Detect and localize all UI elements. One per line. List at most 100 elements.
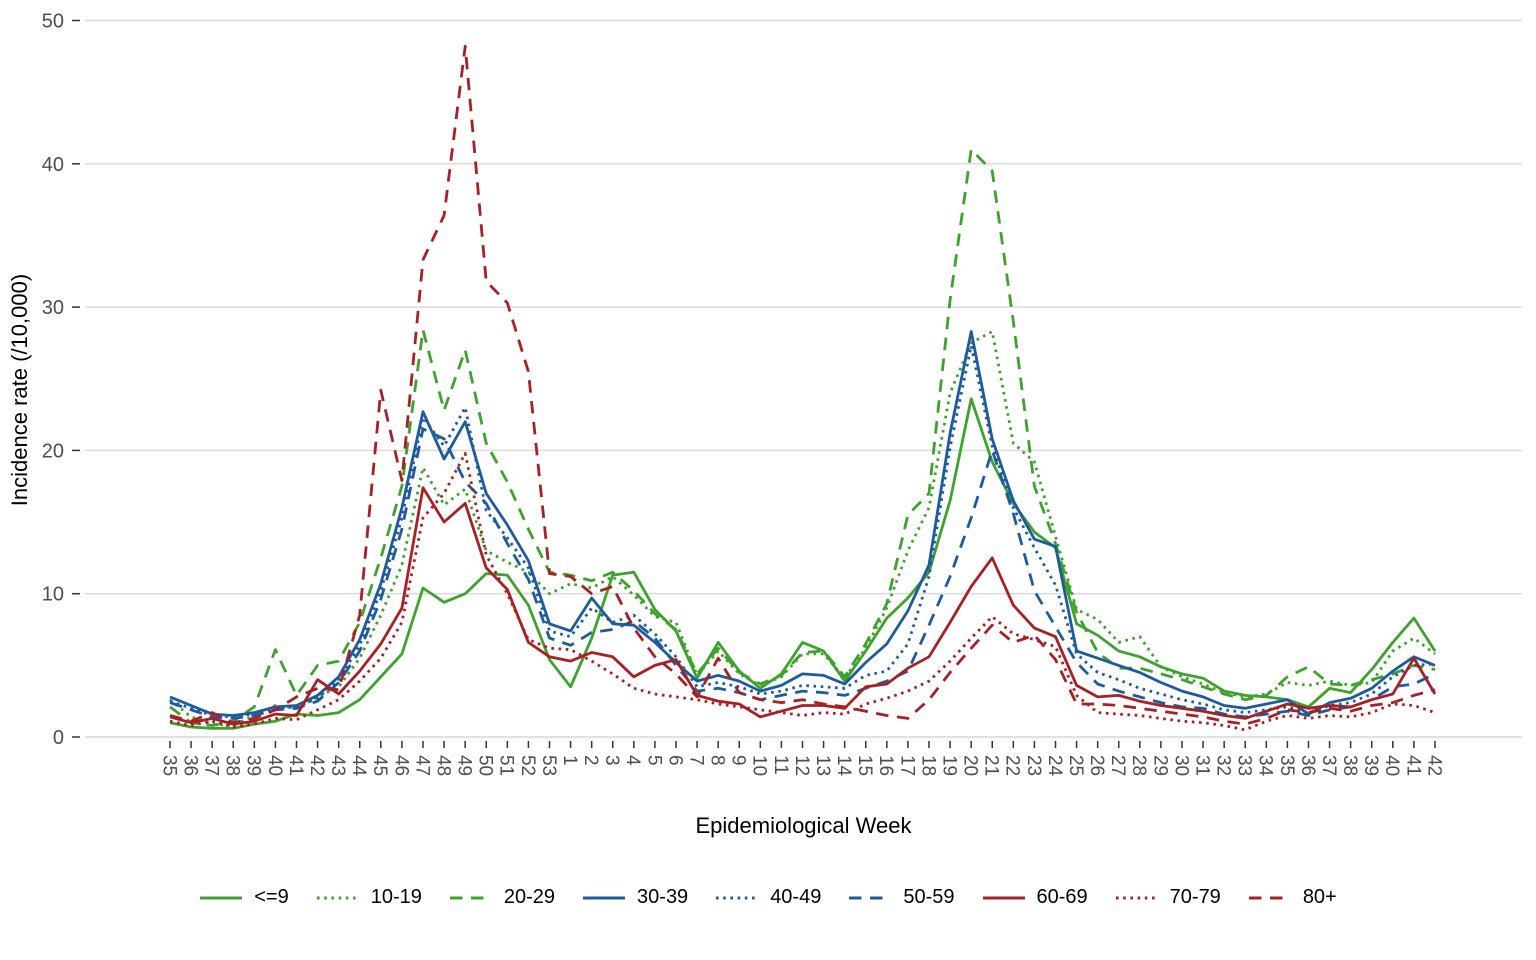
legend-label: 50-59 (903, 886, 955, 908)
x-tick-label: 50 (475, 755, 496, 776)
y-axis-title: Incidence rate (/10,000) (7, 274, 32, 506)
x-tick-label: 41 (285, 755, 306, 776)
legend-item-3039: 30-39 (582, 886, 688, 909)
series-line-3-age-3039 (169, 330, 1436, 717)
x-tick-label: 7 (685, 755, 706, 766)
y-tick-label: 20 (42, 440, 64, 462)
x-tick-label: 51 (496, 755, 517, 776)
legend-item-5059: 50-59 (848, 886, 955, 909)
x-tick-label: 39 (243, 755, 264, 776)
legend-item-9: <=9 (199, 886, 289, 909)
legend-label: <=9 (254, 886, 289, 908)
x-tick-label: 47 (411, 755, 432, 776)
x-tick-label: 20 (960, 755, 981, 776)
legend-label: 70-79 (1169, 886, 1221, 908)
x-tick-label: 37 (1318, 755, 1339, 776)
x-tick-label: 14 (833, 755, 854, 777)
series-line-6-age-6069 (169, 486, 1437, 726)
legend-item-2029: 20-29 (449, 886, 555, 909)
y-tick-label: 50 (42, 11, 64, 33)
y-tick-label: 30 (42, 297, 64, 319)
x-tick-label: 24 (1044, 755, 1065, 777)
x-tick-label: 27 (1107, 755, 1128, 776)
x-tick-label: 18 (917, 755, 938, 776)
x-tick-label: 37 (201, 755, 222, 776)
x-tick-label: 4 (622, 755, 643, 766)
x-tick-label: 35 (1276, 755, 1297, 776)
series-line-8-age-80+ (169, 44, 1436, 726)
x-tick-label: 19 (938, 755, 959, 776)
x-tick-label: 15 (854, 755, 875, 776)
x-tick-label: 21 (981, 755, 1002, 776)
x-tick-label: 6 (664, 755, 685, 766)
x-tick-label: 48 (432, 755, 453, 776)
x-tick-label: 8 (707, 755, 728, 766)
legend-key-line-icon (200, 896, 243, 899)
x-tick-label: 35 (158, 755, 179, 776)
x-tick-label: 36 (179, 755, 200, 776)
x-tick-label: 45 (369, 755, 390, 776)
x-tick-label: 2 (580, 755, 601, 766)
series-line-0-age-9 (169, 397, 1437, 730)
legend-key-line-icon (583, 896, 626, 899)
legend-item-7079: 70-79 (1115, 886, 1221, 909)
legend-item-6069: 60-69 (982, 886, 1088, 909)
x-tick-label: 39 (1360, 755, 1381, 776)
series-line-2-age-2029 (169, 148, 1436, 727)
series-line-7-age-7079 (169, 451, 1436, 732)
legend-key-line-icon (1115, 896, 1158, 899)
x-tick-label: 46 (390, 755, 411, 776)
x-tick-label: 29 (1149, 755, 1170, 776)
legend-label: 80+ (1302, 886, 1337, 908)
x-tick-label: 12 (791, 755, 812, 776)
legend-key-line-icon (982, 896, 1025, 899)
x-tick-label: 9 (728, 755, 749, 766)
x-tick-label: 17 (896, 755, 917, 776)
x-tick-label: 53 (538, 755, 559, 776)
legend-key-line-icon (716, 896, 759, 899)
x-tick-label: 32 (1213, 755, 1234, 776)
series-line-4-age-4049 (169, 344, 1436, 719)
y-tick-label: 40 (42, 154, 64, 176)
x-tick-label: 42 (1423, 755, 1444, 776)
x-tick-label: 38 (222, 755, 243, 776)
x-tick-label: 1 (559, 755, 580, 766)
legend-key-line-icon (449, 896, 492, 899)
legend-item-80+: 80+ (1248, 886, 1337, 909)
x-tick-label: 23 (1023, 755, 1044, 776)
legend-label: 20-29 (503, 886, 556, 908)
legend-label: 60-69 (1036, 886, 1088, 908)
x-tick-label: 30 (1170, 755, 1191, 776)
x-tick-label: 10 (749, 755, 770, 776)
x-tick-label: 33 (1234, 755, 1255, 776)
x-tick-label: 5 (643, 755, 664, 766)
legend-item-1019: 10-19 (316, 886, 422, 909)
series-line-1-age-1019 (169, 330, 1436, 727)
y-tick-label: 10 (42, 584, 64, 606)
x-tick-label: 44 (348, 755, 369, 777)
chart-legend: <=9 10-19 20-29 30-39 40-49 50-59 60-69 70-79 80… (0, 886, 1536, 909)
x-tick-label: 38 (1339, 755, 1360, 776)
x-tick-label: 13 (812, 755, 833, 776)
legend-label: 10-19 (370, 886, 422, 908)
x-tick-label: 22 (1002, 755, 1023, 776)
y-tick-label: 0 (53, 727, 64, 749)
x-tick-label: 25 (1065, 755, 1086, 776)
x-tick-label: 11 (770, 755, 791, 775)
x-axis-title: Epidemiological Week (695, 813, 912, 838)
legend-key-line-icon (849, 896, 892, 899)
x-tick-label: 40 (264, 755, 285, 776)
x-tick-label: 28 (1128, 755, 1149, 776)
x-tick-label: 26 (1086, 755, 1107, 776)
x-tick-label: 3 (601, 755, 622, 766)
x-tick-label: 16 (875, 755, 896, 776)
x-tick-label: 41 (1402, 755, 1423, 776)
legend-label: 30-39 (637, 886, 689, 908)
x-tick-label: 52 (517, 755, 538, 776)
x-tick-label: 34 (1255, 755, 1276, 777)
x-tick-label: 36 (1297, 755, 1318, 776)
legend-key-line-icon (1248, 896, 1291, 899)
x-tick-label: 40 (1381, 755, 1402, 776)
